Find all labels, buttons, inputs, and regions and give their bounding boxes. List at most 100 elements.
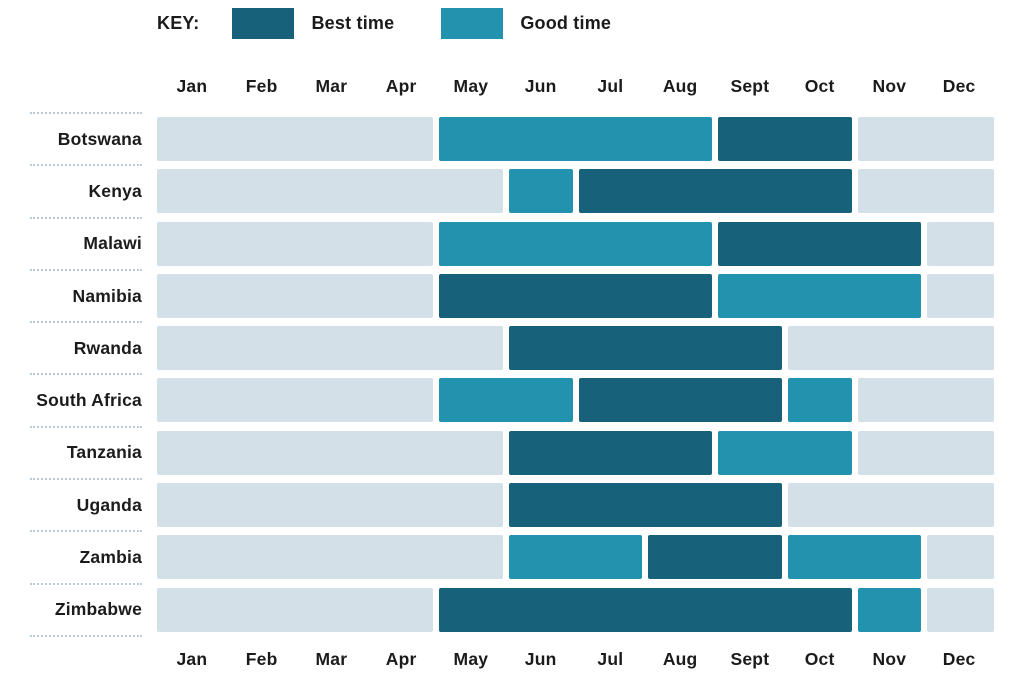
segment-best-may-oct — [439, 587, 852, 632]
segment-none-oct-dec — [787, 483, 994, 528]
segment-none-jan-may — [157, 326, 503, 371]
month-label-may: May — [453, 76, 489, 96]
segment-best-may-aug — [439, 273, 712, 318]
best-time-swatch-icon — [232, 7, 295, 39]
segment-good-jun-jul — [508, 535, 643, 580]
segment-best-jul-sept — [578, 378, 782, 423]
segment-best-jun-sept — [508, 483, 782, 528]
month-label-oct: Oct — [804, 649, 835, 669]
country-label: Zimbabwe — [54, 599, 142, 620]
segment-good-oct-nov — [787, 535, 922, 580]
month-track — [157, 221, 994, 266]
month-label-apr: Apr — [385, 76, 417, 96]
segment-good-sept-oct — [718, 430, 852, 475]
segment-none-jan-apr — [157, 117, 433, 161]
month-label-dec: Dec — [942, 76, 976, 96]
segment-best-sept-nov — [718, 221, 922, 266]
month-label-jul: Jul — [597, 649, 624, 669]
month-track — [157, 587, 994, 632]
month-label-jun: Jun — [524, 76, 557, 96]
segment-none-dec-dec — [927, 587, 994, 632]
segment-good-jun-jun — [508, 169, 573, 214]
segment-none-jan-apr — [157, 378, 433, 423]
month-track — [157, 430, 994, 475]
month-track — [157, 535, 994, 580]
month-label-mar: Mar — [315, 76, 348, 96]
month-header-top: Jan Feb Mar Apr May Jun Jul Aug Sept Oct Nov Dec — [157, 76, 994, 97]
segment-best-aug-sept — [648, 535, 782, 580]
country-label: South Africa — [36, 390, 142, 411]
month-label-aug: Aug — [662, 649, 698, 669]
row-namibia: Namibia — [0, 268, 1024, 322]
row-rwanda: Rwanda — [0, 321, 1024, 374]
row-kenya: Kenya — [0, 164, 1024, 217]
segment-none-nov-dec — [857, 378, 994, 423]
segment-none-nov-dec — [857, 117, 994, 161]
country-label: Botswana — [57, 128, 142, 149]
country-label: Kenya — [88, 180, 142, 201]
segment-best-jul-oct — [578, 169, 852, 214]
month-label-sept: Sept — [730, 76, 770, 96]
segment-none-jan-apr — [157, 221, 433, 266]
month-label-jan: Jan — [176, 76, 208, 96]
month-label-mar: Mar — [315, 649, 348, 669]
chart-legend: KEY: Best time Good time — [157, 7, 658, 39]
segment-good-may-jun — [439, 378, 573, 423]
month-track — [157, 326, 994, 371]
row-botswana: Botswana — [0, 111, 1024, 165]
segment-none-jan-apr — [157, 273, 433, 318]
segment-good-may-aug — [439, 221, 712, 266]
row-south-africa: South Africa — [0, 373, 1024, 426]
country-label: Malawi — [83, 233, 142, 254]
segment-good-sept-nov — [718, 273, 922, 318]
country-label: Namibia — [72, 285, 142, 306]
segment-good-oct-oct — [787, 378, 852, 423]
month-label-apr: Apr — [385, 649, 417, 669]
segment-none-dec-dec — [927, 273, 994, 318]
country-label: Rwanda — [73, 337, 142, 358]
row-tanzania: Tanzania — [0, 425, 1024, 479]
segment-none-nov-dec — [857, 169, 994, 214]
month-track — [157, 117, 994, 161]
row-zimbabwe: Zimbabwe — [0, 582, 1024, 636]
legend-label-good-time: Good time — [520, 12, 612, 33]
segment-none-jan-may — [157, 169, 503, 214]
segment-none-dec-dec — [927, 221, 994, 266]
good-time-swatch-icon — [441, 7, 504, 39]
month-label-nov: Nov — [872, 76, 907, 96]
country-label: Uganda — [76, 494, 142, 515]
segment-best-jun-aug — [508, 430, 712, 475]
segment-none-jan-may — [157, 430, 503, 475]
segment-none-nov-dec — [857, 430, 994, 475]
country-label: Tanzania — [66, 442, 142, 463]
month-track — [157, 378, 994, 423]
legend-title: KEY: — [157, 12, 200, 33]
row-malawi: Malawi — [0, 216, 1024, 270]
segment-none-jan-may — [157, 483, 503, 528]
country-label: Zambia — [79, 547, 142, 568]
month-track — [157, 169, 994, 214]
month-label-oct: Oct — [804, 76, 835, 96]
month-label-jan: Jan — [176, 649, 208, 669]
segment-none-oct-dec — [787, 326, 994, 371]
segment-none-jan-may — [157, 535, 503, 580]
segment-good-nov-nov — [857, 587, 922, 632]
month-label-feb: Feb — [245, 649, 278, 669]
month-label-feb: Feb — [245, 76, 278, 96]
month-label-dec: Dec — [942, 649, 976, 669]
month-label-jun: Jun — [524, 649, 557, 669]
month-label-jul: Jul — [597, 76, 624, 96]
segment-good-may-aug — [439, 117, 712, 161]
segment-none-jan-apr — [157, 587, 433, 632]
month-track — [157, 273, 994, 318]
month-header-bottom: Jan Feb Mar Apr May Jun Jul Aug Sept Oct Nov Dec — [157, 649, 994, 670]
legend-label-best-time: Best time — [311, 12, 395, 33]
row-zambia: Zambia — [0, 530, 1024, 583]
month-label-aug: Aug — [662, 76, 698, 96]
segment-best-jun-sept — [508, 326, 782, 371]
segment-none-dec-dec — [927, 535, 994, 580]
month-label-sept: Sept — [730, 649, 770, 669]
segment-best-sept-oct — [718, 117, 852, 161]
month-label-may: May — [453, 649, 489, 669]
month-label-nov: Nov — [872, 649, 907, 669]
